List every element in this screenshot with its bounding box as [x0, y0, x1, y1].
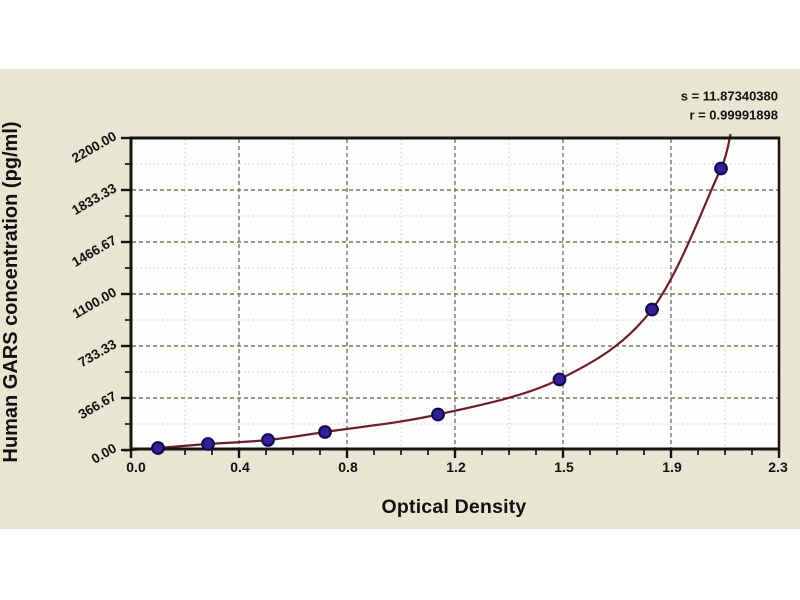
svg-text:1100.00: 1100.00 — [70, 284, 119, 321]
svg-text:366.67: 366.67 — [76, 388, 119, 422]
svg-text:1.9: 1.9 — [662, 459, 682, 475]
svg-text:2200.00: 2200.00 — [69, 128, 119, 165]
svg-text:1833.33: 1833.33 — [69, 180, 119, 218]
svg-text:733.33: 733.33 — [76, 336, 120, 370]
svg-text:1466.67: 1466.67 — [69, 232, 119, 269]
svg-text:0.8: 0.8 — [338, 459, 358, 475]
svg-text:0.0: 0.0 — [126, 459, 146, 475]
svg-text:0.4: 0.4 — [230, 459, 250, 475]
svg-text:s = 11.87340380: s = 11.87340380 — [681, 89, 778, 104]
svg-text:r = 0.99991898: r = 0.99991898 — [689, 108, 778, 123]
svg-text:1.2: 1.2 — [446, 459, 466, 475]
svg-text:1.5: 1.5 — [554, 459, 574, 475]
svg-text:2.3: 2.3 — [768, 459, 788, 475]
svg-text:0.00: 0.00 — [89, 440, 119, 466]
svg-text:Optical Density: Optical Density — [382, 496, 527, 518]
svg-text:Human GARS concentration (pg/m: Human GARS concentration (pg/ml) — [0, 121, 22, 462]
